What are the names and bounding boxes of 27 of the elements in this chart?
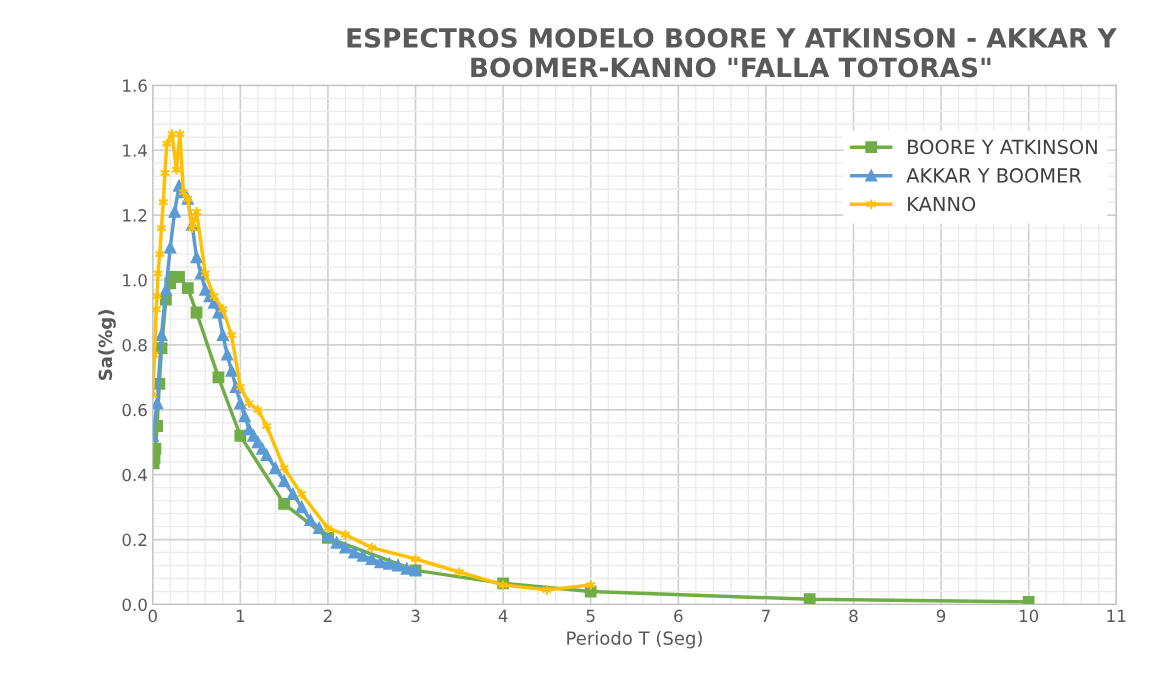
chart-title: ESPECTROS MODELO BOORE Y ATKINSON - AKKAR Y BOOMER-KANNO "FALLA TOTORAS" bbox=[347, 27, 1117, 78]
x-tick-label: 6 bbox=[674, 609, 683, 623]
x-tick-label: 11 bbox=[1107, 609, 1126, 622]
x-tick-label: 0 bbox=[148, 609, 157, 623]
legend-label: BOORE Y ATKINSON bbox=[908, 139, 1097, 155]
x-tick-label: 1 bbox=[236, 609, 245, 622]
y-tick-label: 0.8 bbox=[122, 338, 147, 352]
y-tick-label: 1.4 bbox=[123, 144, 147, 157]
y-tick-label: 1.2 bbox=[123, 209, 147, 222]
y-tick-label: 0.4 bbox=[122, 468, 147, 482]
y-tick-label: 1.6 bbox=[123, 79, 147, 92]
x-tick-label: 4 bbox=[498, 609, 508, 622]
x-tick-label: 10 bbox=[1019, 609, 1039, 623]
x-axis-title: Periodo T (Seg) bbox=[567, 631, 702, 649]
legend-label: AKKAR Y BOOMER bbox=[906, 168, 1082, 183]
y-tick-label: 0.0 bbox=[122, 598, 147, 612]
y-tick-label: 1.0 bbox=[123, 273, 147, 287]
y-axis-title: Sa(%g) bbox=[98, 310, 116, 380]
x-tick-label: 9 bbox=[936, 609, 946, 623]
x-tick-label: 3 bbox=[411, 609, 420, 623]
legend-label: KANNO bbox=[908, 196, 976, 212]
y-tick-label: 0.6 bbox=[122, 403, 147, 417]
x-tick-label: 5 bbox=[586, 609, 595, 623]
y-tick-label: 0.2 bbox=[122, 533, 147, 547]
x-tick-label: 2 bbox=[323, 609, 332, 622]
x-tick-label: 8 bbox=[849, 609, 858, 623]
x-tick-label: 7 bbox=[761, 609, 770, 622]
